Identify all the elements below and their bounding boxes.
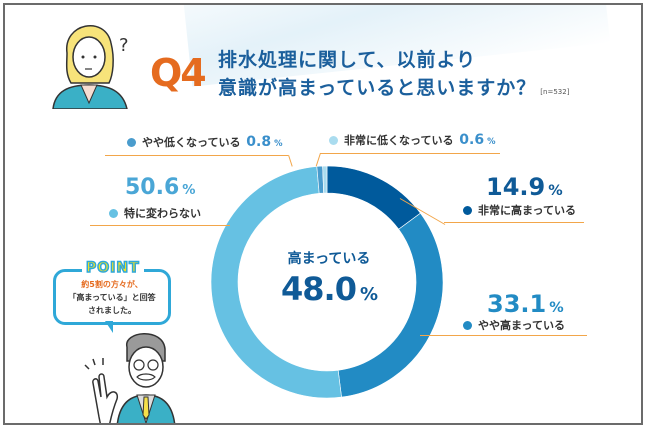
donut-chart [210,165,444,399]
label-no-change: 特に変わらない [109,205,201,221]
value-slightly-higher: 33.1% [487,290,564,318]
infographic-frame: ? Q4 排水処理に関して、以前より 意識が高まっていると思いますか？ [n=53… [3,3,643,425]
title-line-2: 意識が高まっていると思いますか？ [n=532] [218,77,570,99]
legend-dot [109,209,118,218]
svg-text:?: ? [119,35,129,56]
question-title: 排水処理に関して、以前より 意識が高まっていると思いますか？ [n=532] [218,46,569,106]
value-much-higher: 14.9% [486,173,563,201]
woman-thinking-icon: ? [52,25,129,109]
sample-size: [n=532] [540,88,570,96]
legend-dot [329,136,338,145]
leader-line [444,222,584,223]
legend-dot [127,138,136,147]
label-slightly-lower: やや低くなっている 0.8% [127,134,283,150]
leader-line [90,225,230,226]
donut-segment [326,165,421,230]
question-number: Q4 [150,51,207,95]
point-badge: POINT [82,259,144,277]
bubble-tail [105,321,113,333]
title-line-1: 排水処理に関して、以前より [218,49,477,71]
point-bubble: 約5割の方々が、 「高まっている」と回答 されました。 [53,269,171,325]
center-value: 48.0% [281,270,378,308]
man-ok-gesture-icon [84,333,176,423]
label-slightly-higher: やや高まっている [463,317,565,333]
legend-dot [463,206,472,215]
center-label: 高まっている [287,251,371,267]
donut-segment [210,166,342,399]
legend-dot [463,321,472,330]
label-much-higher: 非常に高まっている [463,202,576,218]
donut-segment [322,165,328,194]
label-much-lower: 非常に低くなっている 0.6% [329,132,496,148]
leader-line [420,335,587,336]
value-no-change: 50.6% [125,175,196,200]
leader-line [320,153,500,154]
leader-line [105,155,288,156]
